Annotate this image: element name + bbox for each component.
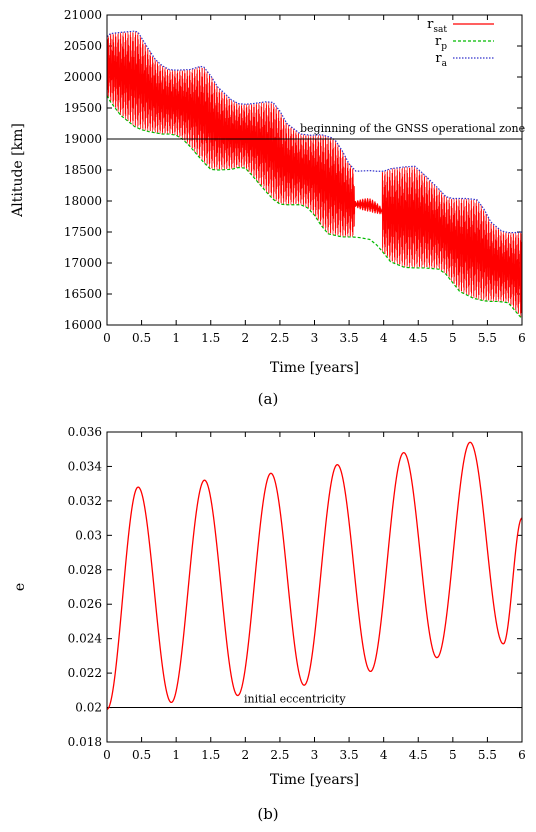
x-tick-label: 6: [518, 331, 526, 345]
x-tick-label: 4.5: [409, 748, 428, 762]
series-r-a: [106, 30, 523, 234]
y-tick-label: 19500: [64, 101, 102, 115]
x-tick-label: 0.5: [132, 331, 151, 345]
gnss-zone-annotation: beginning of the GNSS operational zone: [300, 122, 525, 135]
series-eccentricity: [106, 441, 523, 710]
x-tick-label: 2.5: [270, 331, 289, 345]
y-tick-label: 17000: [64, 256, 102, 270]
panel-b-tick-labels: 0 0.5 1 1.5 2 2.5 3 3.5 4 4.5 5 5.5 6 0.018 0.02 0.022 0…: [68, 425, 526, 762]
y-tick-label: 0.026: [68, 597, 102, 611]
y-tick-label: 0.036: [68, 425, 102, 439]
panel-a-altitude-chart: 0 0.5 1 1.5 2 2.5 3 3.5 4 4.5 5 5.5 6 16000 16500 17000…: [10, 8, 526, 408]
x-tick-label: 2: [242, 331, 250, 345]
y-tick-label: 16000: [64, 318, 102, 332]
panel-b-y-axis-label: e: [12, 583, 28, 591]
y-tick-label: 20500: [64, 39, 102, 53]
x-tick-label: 3: [311, 331, 319, 345]
x-tick-label: 4: [380, 331, 388, 345]
x-tick-label: 1.5: [201, 748, 220, 762]
panel-b-caption: (b): [257, 805, 278, 823]
panel-a-y-axis-label: Altitude [km]: [10, 123, 26, 218]
x-tick-label: 3: [311, 748, 319, 762]
y-tick-label: 21000: [64, 8, 102, 22]
x-tick-label: 6: [518, 748, 526, 762]
panel-a-tick-labels: 0 0.5 1 1.5 2 2.5 3 3.5 4 4.5 5 5.5 6 16000 16500 17000…: [64, 8, 526, 345]
x-tick-label: 2.5: [270, 748, 289, 762]
y-tick-label: 0.034: [68, 459, 103, 473]
y-tick-label: 0.032: [68, 494, 102, 508]
panel-a-x-axis-label: Time [years]: [270, 360, 359, 376]
legend-label: ra: [435, 51, 447, 69]
legend-label: rp: [435, 34, 447, 52]
initial-eccentricity-annotation: initial eccentricity: [244, 693, 346, 706]
panel-b-series: [106, 441, 523, 710]
y-tick-label: 19000: [64, 132, 102, 146]
x-tick-label: 0: [103, 748, 111, 762]
x-tick-label: 4.5: [409, 331, 428, 345]
x-tick-label: 3.5: [340, 748, 359, 762]
x-tick-label: 5: [449, 331, 457, 345]
x-tick-label: 0: [103, 331, 111, 345]
y-tick-label: 0.018: [68, 735, 102, 749]
x-tick-label: 1.5: [201, 331, 220, 345]
x-tick-label: 1: [172, 748, 180, 762]
panel-b-x-axis-label: Time [years]: [270, 772, 359, 788]
y-tick-label: 0.02: [75, 701, 102, 715]
x-tick-label: 5.5: [478, 331, 497, 345]
x-tick-label: 0.5: [132, 748, 151, 762]
y-tick-label: 20000: [64, 70, 102, 84]
x-tick-label: 4: [380, 748, 388, 762]
legend-label: rsat: [427, 17, 447, 35]
panel-b-plot-frame: [106, 431, 523, 743]
series-r-p: [106, 95, 523, 320]
panel-a-plot-frame: [106, 14, 523, 326]
series-r-sat: [106, 31, 523, 318]
y-tick-label: 0.022: [68, 666, 102, 680]
y-tick-label: 0.028: [68, 563, 102, 577]
panel-b-eccentricity-chart: 0 0.5 1 1.5 2 2.5 3 3.5 4 4.5 5 5.5 6 0.018 0.02 0.022 0…: [12, 425, 526, 823]
panel-a-series: [106, 30, 523, 320]
x-tick-label: 3.5: [340, 331, 359, 345]
x-tick-label: 2: [242, 748, 250, 762]
panel-a-caption: (a): [258, 390, 279, 408]
y-tick-label: 0.024: [68, 632, 103, 646]
y-tick-label: 16500: [64, 287, 102, 301]
x-tick-label: 5: [449, 748, 457, 762]
y-tick-label: 17500: [64, 225, 102, 239]
y-tick-label: 18500: [64, 163, 102, 177]
x-tick-label: 5.5: [478, 748, 497, 762]
y-tick-label: 18000: [64, 194, 102, 208]
x-tick-label: 1: [172, 331, 180, 345]
y-tick-label: 0.03: [75, 528, 102, 542]
